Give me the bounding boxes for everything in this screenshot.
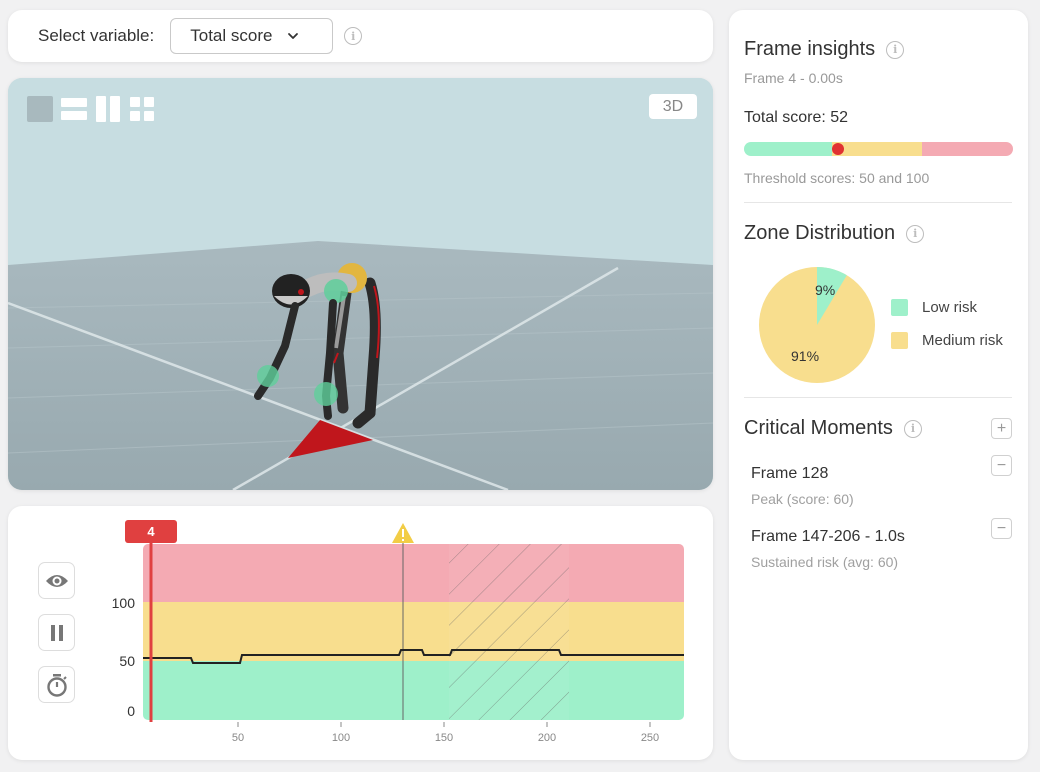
variable-dropdown[interactable]: Total score [170, 18, 334, 54]
3d-mode-button[interactable]: 3D [649, 94, 697, 119]
score-bar [744, 142, 1013, 156]
y-tick-100: 100 [111, 595, 135, 611]
legend-label-medium: Medium risk [922, 332, 1003, 349]
stopwatch-icon [46, 673, 67, 697]
frame-label: Frame 4 - 0.00s [744, 70, 843, 86]
zone-distribution-heading: Zone Distribution i [744, 222, 925, 245]
vertical-split-icon[interactable] [95, 96, 121, 122]
score-bar-high [922, 142, 1013, 156]
3d-viewer[interactable]: 3D [8, 78, 713, 490]
x-tick-100: 100 [331, 732, 351, 744]
pause-icon [50, 624, 63, 641]
humanoid-figure [254, 263, 381, 429]
frame-insights-heading: Frame insights i [744, 38, 905, 61]
stopwatch-button[interactable] [38, 666, 75, 703]
legend-swatch-low [891, 299, 908, 316]
layout-switcher [27, 96, 155, 122]
divider [744, 202, 1012, 203]
total-score-label: Total score: 52 [744, 109, 849, 126]
medium-risk-band [143, 602, 684, 661]
score-timeline: 100 50 0 [8, 506, 713, 760]
critical-moments-title: Critical Moments [744, 417, 893, 439]
timeline-chart[interactable] [8, 506, 713, 760]
x-tick-250: 250 [640, 732, 660, 744]
info-icon[interactable]: i [903, 419, 922, 438]
quad-view-icon[interactable] [129, 96, 155, 122]
horizontal-split-icon[interactable] [61, 96, 87, 122]
x-tick-150: 150 [434, 732, 454, 744]
pie-label-low: 9% [815, 282, 836, 298]
info-icon[interactable]: i [906, 224, 925, 243]
y-tick-0: 0 [127, 703, 135, 719]
remove-moment-button[interactable]: − [991, 518, 1012, 539]
moment-subtitle: Sustained risk (avg: 60) [751, 554, 899, 570]
moment-subtitle: Peak (score: 60) [751, 491, 854, 507]
remove-moment-button[interactable]: − [991, 455, 1012, 476]
legend-label-low: Low risk [922, 299, 978, 316]
3d-scene[interactable] [8, 78, 713, 490]
eye-icon [45, 574, 68, 587]
pie-label-medium: 91% [791, 348, 820, 364]
legend-swatch-medium [891, 332, 908, 349]
moment-title[interactable]: Frame 147-206 - 1.0s [751, 528, 905, 545]
select-variable-label: Select variable: [38, 26, 155, 45]
visibility-toggle-button[interactable] [38, 562, 75, 599]
chevron-down-icon [286, 29, 300, 43]
moment-title[interactable]: Frame 128 [751, 465, 829, 482]
divider [744, 397, 1012, 398]
threshold-label: Threshold scores: 50 and 100 [744, 170, 930, 186]
info-icon[interactable]: i [886, 40, 905, 59]
add-moment-button[interactable]: + [991, 418, 1012, 439]
variable-selector-bar: Select variable: Total score i [8, 10, 713, 62]
score-line [143, 649, 684, 664]
x-tick-50: 50 [231, 732, 245, 744]
frame-insights-title: Frame insights [744, 38, 876, 60]
sustained-risk-region [449, 544, 569, 720]
y-tick-50: 50 [119, 653, 135, 669]
score-indicator-dot [832, 143, 844, 155]
zone-pie-chart [759, 266, 875, 383]
legend-low-risk: Low risk [891, 299, 977, 316]
variable-dropdown-value: Total score [190, 26, 273, 45]
x-tick-200: 200 [537, 732, 557, 744]
low-risk-band [143, 661, 684, 720]
critical-moments-heading: Critical Moments i [744, 417, 922, 440]
score-bar-medium [832, 142, 922, 156]
single-view-icon[interactable] [27, 96, 53, 122]
high-risk-band [143, 544, 684, 602]
legend-medium-risk: Medium risk [891, 332, 1003, 349]
zone-distribution-title: Zone Distribution [744, 222, 896, 244]
frame-insights-panel: Frame insights i Frame 4 - 0.00s Total s… [729, 10, 1028, 760]
score-bar-low [744, 142, 832, 156]
pause-button[interactable] [38, 614, 75, 651]
current-frame-badge[interactable]: 4 [125, 520, 177, 543]
info-icon[interactable]: i [344, 27, 363, 45]
